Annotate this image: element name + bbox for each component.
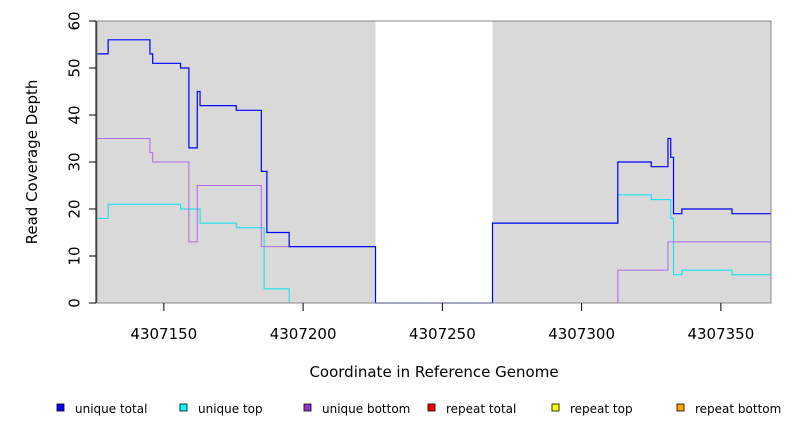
- y-axis-title: Read Coverage Depth: [23, 80, 41, 245]
- legend-label-unique-total: unique total: [75, 402, 147, 416]
- legend-swatch-unique-top: [179, 403, 188, 412]
- x-tick-label: 4307250: [409, 325, 476, 343]
- y-tick-label: 40: [66, 105, 84, 124]
- legend-label-unique-bottom: unique bottom: [322, 402, 410, 416]
- plot-background: [97, 21, 771, 303]
- y-tick-label: 30: [66, 152, 84, 171]
- x-tick-label: 4307300: [548, 325, 615, 343]
- legend-label-repeat-total: repeat total: [446, 402, 516, 416]
- y-tick-label: 50: [66, 58, 84, 77]
- legend-label-repeat-top: repeat top: [570, 402, 633, 416]
- series-unique-total: [97, 39, 771, 304]
- plot-frame: [96, 20, 772, 304]
- legend: unique total unique top unique bottom repea…: [56, 402, 781, 416]
- series-unique-bottom: [97, 138, 771, 304]
- legend-swatch-unique-total: [56, 403, 65, 412]
- legend-label-repeat-bottom: repeat bottom: [695, 402, 781, 416]
- y-axis: 0 10 20 30 40 50 60: [66, 11, 97, 308]
- y-tick-label: 10: [66, 246, 84, 265]
- x-axis: 4307150 4307200 4307250 4307300 4307350: [130, 303, 754, 343]
- shaded-region-1: [97, 21, 376, 303]
- y-tick-label: 60: [66, 11, 84, 30]
- legend-label-unique-top: unique top: [198, 402, 263, 416]
- y-tick-label: 20: [66, 199, 84, 218]
- legend-swatch-repeat-total: [427, 403, 436, 412]
- y-tick-label: 0: [66, 298, 84, 308]
- legend-swatch-repeat-bottom: [676, 403, 685, 412]
- x-tick-label: 4307150: [130, 325, 197, 343]
- legend-swatch-unique-bottom: [303, 403, 312, 412]
- x-tick-label: 4307350: [687, 325, 754, 343]
- legend-swatch-repeat-top: [551, 403, 560, 412]
- x-tick-label: 4307200: [270, 325, 337, 343]
- x-axis-title: Coordinate in Reference Genome: [309, 363, 558, 381]
